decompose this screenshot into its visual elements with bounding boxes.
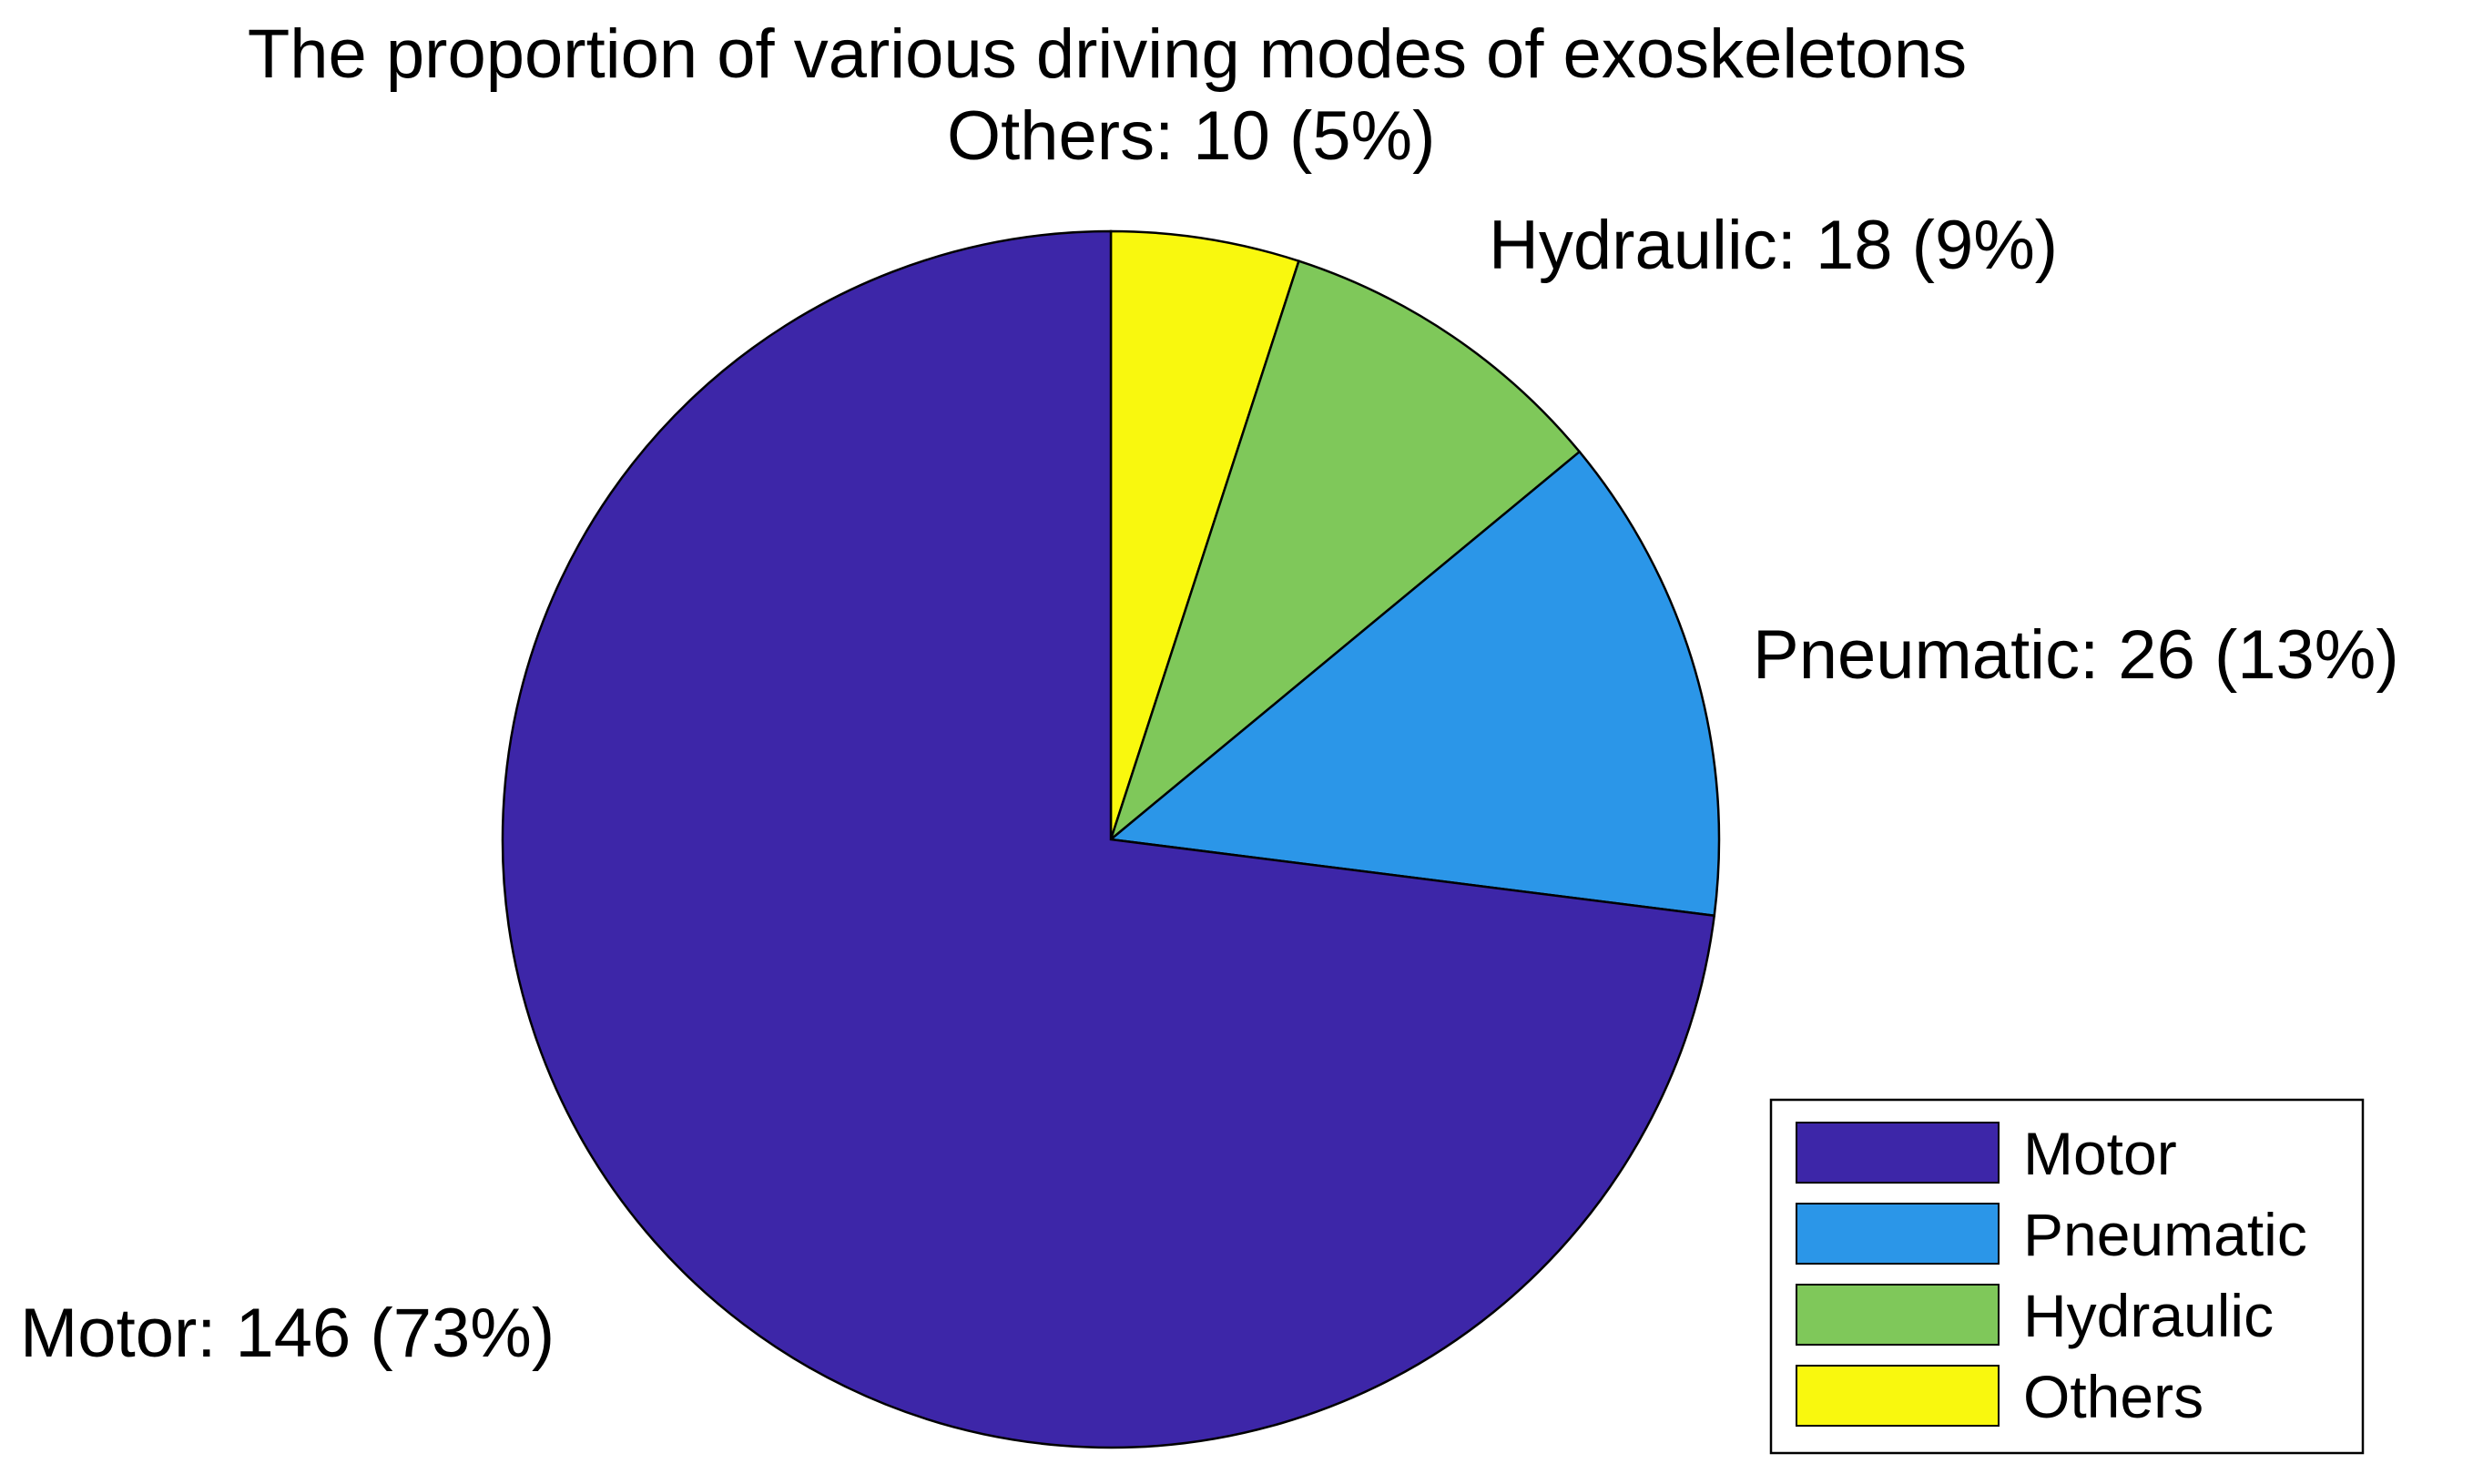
pie-slices (501, 229, 1721, 1449)
legend-swatch-motor (1796, 1122, 2000, 1184)
slice-label-pneumatic: Pneumatic: 26 (13%) (1753, 616, 2399, 694)
pie-slice-hydraulic (1108, 259, 1582, 843)
pie-slice-others (1109, 229, 1300, 840)
slice-label-motor: Motor: 146 (73%) (20, 1295, 555, 1372)
chart-title: The proportion of various driving modes … (248, 15, 1967, 93)
legend-label-motor: Motor (2023, 1120, 2177, 1187)
slice-labels: Others: 10 (5%) Hydraulic: 18 (9%) Pneumat… (20, 97, 2399, 1372)
slice-label-hydraulic: Hydraulic: 18 (9%) (1489, 207, 2058, 284)
legend-swatch-hydraulic (1796, 1284, 2000, 1346)
legend: Motor Pneumatic Hydraulic Others (1769, 1098, 2365, 1455)
legend-swatch-others (1796, 1365, 2000, 1427)
pie-slice-pneumatic (1107, 450, 1721, 918)
legend-label-hydraulic: Hydraulic (2023, 1282, 2274, 1349)
legend-swatch-pneumatic (1796, 1203, 2000, 1265)
legend-label-pneumatic: Pneumatic (2023, 1201, 2307, 1268)
pie-slice-motor (501, 229, 1716, 1449)
legend-label-others: Others (2023, 1363, 2203, 1430)
slice-label-others: Others: 10 (5%) (947, 97, 1435, 175)
